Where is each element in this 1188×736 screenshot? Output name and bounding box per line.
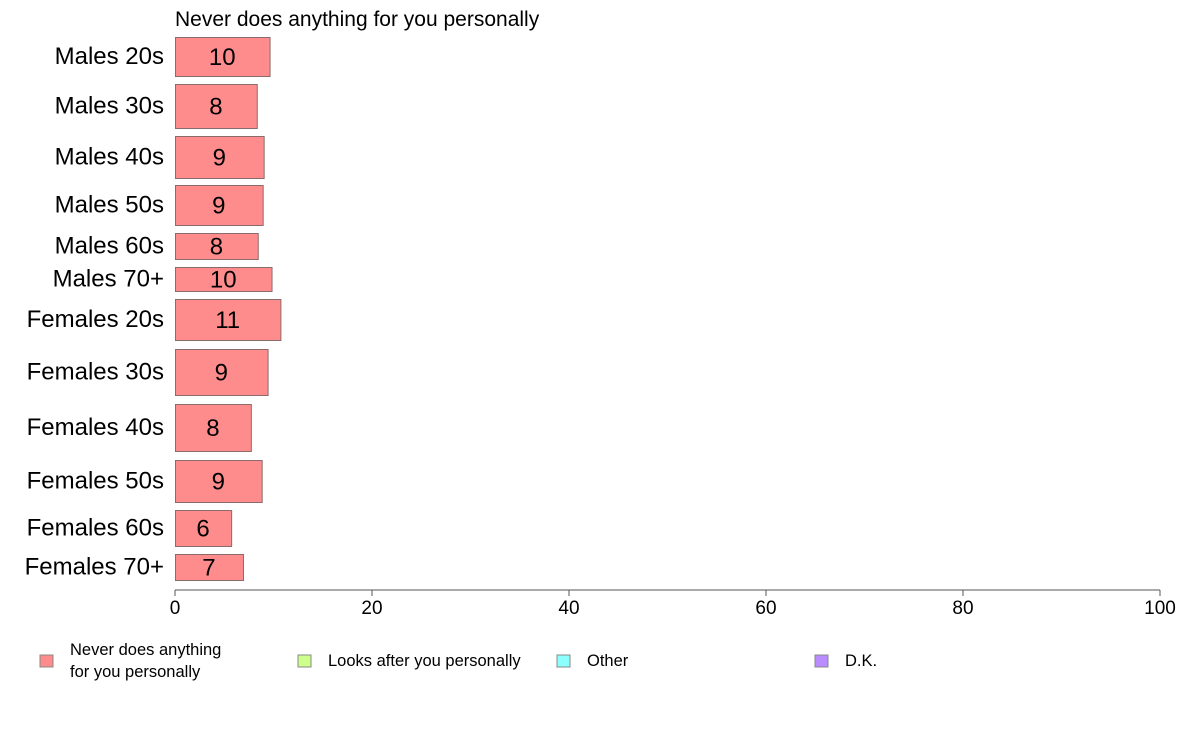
category-label: Females 60s bbox=[27, 515, 164, 542]
bar-value-label: 8 bbox=[209, 94, 222, 121]
category-label: Females 50s bbox=[27, 468, 164, 495]
bar-value-label: 9 bbox=[212, 469, 225, 496]
bar bbox=[175, 554, 244, 581]
bar bbox=[175, 510, 233, 547]
x-tick-label: 20 bbox=[361, 598, 382, 619]
legend-swatch bbox=[39, 654, 54, 668]
bar bbox=[175, 84, 258, 129]
legend: Never does anything for you personally Loo… bbox=[39, 641, 877, 681]
bar-value-label: 8 bbox=[210, 234, 223, 261]
x-tick-label: 60 bbox=[755, 598, 776, 619]
bar-value-label: 9 bbox=[212, 193, 225, 220]
bar-value-label: 7 bbox=[202, 555, 215, 582]
bar bbox=[175, 233, 259, 260]
bar bbox=[175, 404, 252, 452]
category-label: Males 60s bbox=[55, 233, 164, 260]
legend-label: Never does anything bbox=[70, 641, 221, 659]
bar-value-label: 9 bbox=[215, 360, 228, 387]
legend-label: D.K. bbox=[845, 652, 877, 670]
x-axis: 0 20 40 60 80 100 bbox=[170, 589, 1176, 619]
category-label: Females 30s bbox=[27, 359, 164, 386]
category-label: Males 50s bbox=[55, 192, 164, 219]
chart-title: Never does anything for you personally bbox=[175, 8, 540, 31]
bar bbox=[175, 37, 271, 77]
bar-value-label: 6 bbox=[196, 516, 209, 543]
category-label: Males 40s bbox=[55, 144, 164, 171]
bar bbox=[175, 185, 264, 226]
category-label: Females 40s bbox=[27, 414, 164, 441]
legend-swatch bbox=[297, 654, 312, 668]
legend-label: Other bbox=[587, 652, 629, 670]
category-label: Females 20s bbox=[27, 306, 164, 333]
category-label: Males 30s bbox=[55, 93, 164, 120]
bars-group: Males 20s 10 Males 30s 8 Males 40s 9 Males 50s… bbox=[25, 37, 282, 582]
legend-swatch bbox=[814, 654, 829, 668]
bar bbox=[175, 136, 265, 179]
bar bbox=[175, 349, 269, 396]
bar-value-label: 9 bbox=[213, 145, 226, 172]
category-label: Females 70+ bbox=[25, 554, 164, 581]
bar-value-label: 11 bbox=[215, 307, 240, 334]
legend-label: for you personally bbox=[70, 663, 201, 681]
x-tick-label: 80 bbox=[952, 598, 973, 619]
bar-value-label: 10 bbox=[209, 44, 236, 71]
bar bbox=[175, 299, 282, 341]
x-tick-label: 40 bbox=[558, 598, 579, 619]
category-label: Males 20s bbox=[55, 43, 164, 70]
bar bbox=[175, 460, 263, 503]
category-label: Males 70+ bbox=[53, 266, 164, 293]
bar-value-label: 8 bbox=[206, 415, 219, 442]
legend-swatch bbox=[556, 654, 571, 668]
x-tick-label: 100 bbox=[1144, 598, 1176, 619]
bar bbox=[175, 267, 273, 292]
legend-label: Looks after you personally bbox=[328, 652, 521, 670]
x-tick-label: 0 bbox=[170, 598, 181, 619]
bar-value-label: 10 bbox=[210, 267, 237, 294]
